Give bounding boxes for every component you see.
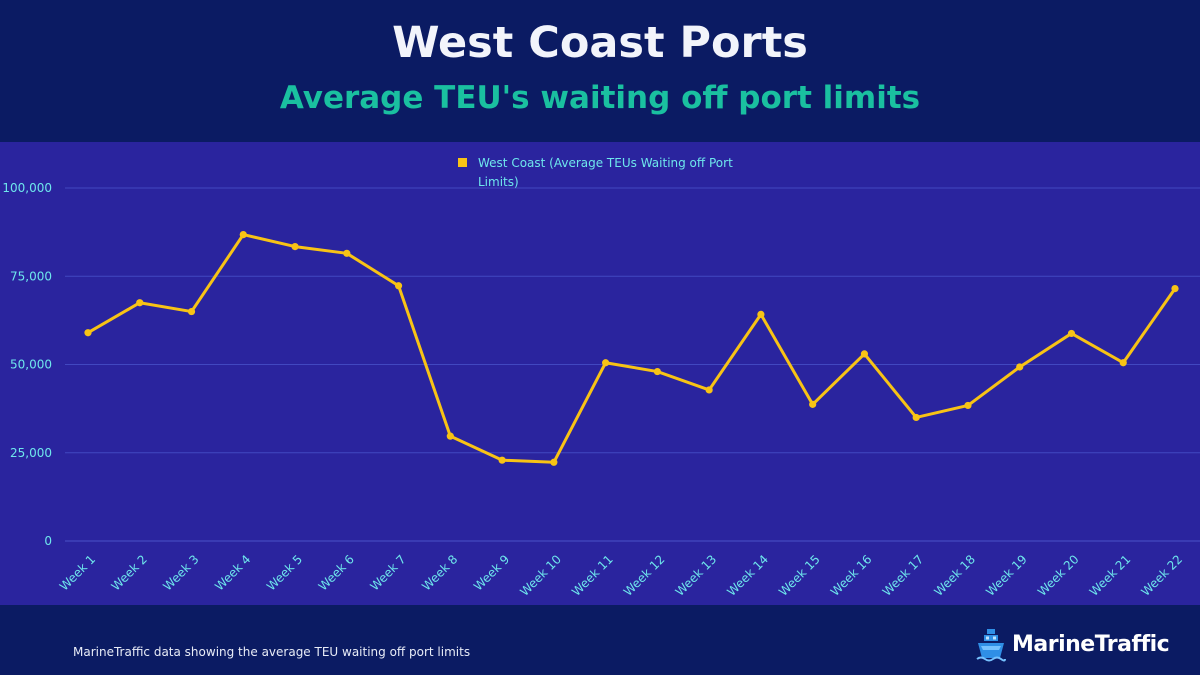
legend[interactable]: West Coast (Average TEUs Waiting off Por… <box>458 154 758 192</box>
x-tick-label: Week 10 <box>517 552 564 599</box>
data-point <box>394 282 403 290</box>
data-point <box>343 249 351 257</box>
data-point <box>1067 329 1076 338</box>
data-point <box>550 458 558 466</box>
x-tick-label: Week 15 <box>776 552 823 599</box>
x-tick-label: Week 5 <box>264 552 305 593</box>
y-tick-label: 50,000 <box>10 358 52 372</box>
x-tick-label: Week 14 <box>724 552 771 599</box>
data-point <box>912 413 920 422</box>
y-tick-label: 25,000 <box>10 446 52 460</box>
marinetraffic-logo[interactable]: MarineTraffic <box>976 628 1176 662</box>
footer-caption: MarineTraffic data showing the average T… <box>73 645 471 659</box>
x-tick-label: Week 4 <box>212 552 253 593</box>
x-tick-label: Week 1 <box>57 552 98 593</box>
data-point <box>964 401 972 410</box>
data-point <box>809 400 817 408</box>
y-tick-label: 0 <box>44 534 52 548</box>
data-point <box>1171 285 1179 293</box>
x-tick-label: Week 8 <box>419 552 460 593</box>
data-point <box>1119 359 1127 367</box>
x-tick-label: Week 12 <box>621 552 668 599</box>
data-point <box>187 307 196 316</box>
x-tick-label: Week 22 <box>1138 552 1185 599</box>
x-tick-label: Week 19 <box>983 552 1030 599</box>
data-point <box>602 359 610 367</box>
x-tick-label: Week 3 <box>160 552 201 593</box>
brand-name: MarineTraffic <box>1012 632 1170 657</box>
y-tick-label: 75,000 <box>10 269 52 283</box>
x-tick-label: Week 20 <box>1035 552 1082 599</box>
ship-icon <box>976 629 1006 662</box>
y-tick-label: 100,000 <box>2 181 52 195</box>
legend-swatch <box>458 158 467 167</box>
data-point <box>84 329 92 337</box>
x-tick-label: Week 17 <box>880 552 927 599</box>
data-point <box>705 386 713 394</box>
data-point <box>446 432 454 440</box>
x-tick-label: Week 2 <box>109 552 150 593</box>
data-point <box>291 242 299 251</box>
legend-label: West Coast (Average TEUs Waiting off Por… <box>478 156 733 189</box>
data-point <box>653 367 661 376</box>
data-point <box>239 230 247 239</box>
chart-subtitle: Average TEU's waiting off port limits <box>279 80 921 116</box>
x-tick-label: Week 11 <box>569 552 616 599</box>
data-point <box>136 299 144 307</box>
data-point <box>860 350 869 358</box>
chart-title: West Coast Ports <box>392 18 808 68</box>
x-tick-label: Week 18 <box>931 552 978 599</box>
data-point <box>1016 363 1024 371</box>
x-tick-label: Week 16 <box>828 552 875 599</box>
x-tick-label: Week 7 <box>367 552 408 593</box>
data-point <box>757 310 765 318</box>
x-tick-label: Week 9 <box>471 552 512 593</box>
series-line <box>86 233 1177 464</box>
x-tick-label: Week 13 <box>673 552 720 599</box>
x-tick-label: Week 21 <box>1087 552 1134 599</box>
data-point <box>498 456 506 464</box>
x-tick-label: Week 6 <box>316 552 357 593</box>
